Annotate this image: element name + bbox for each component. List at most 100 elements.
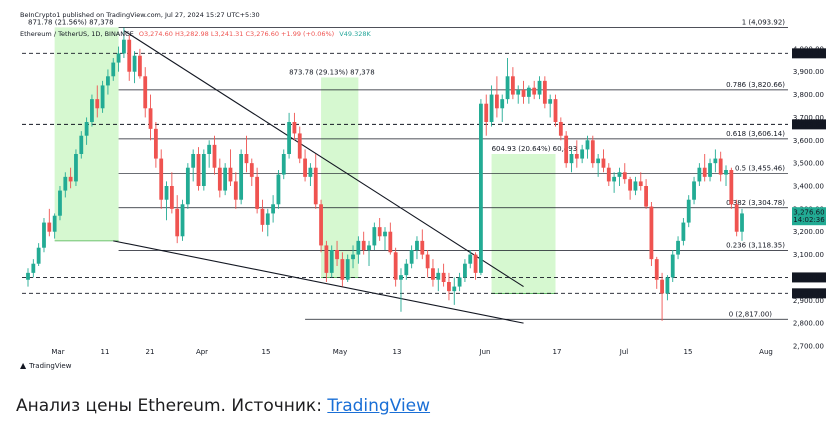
candle-body bbox=[271, 204, 276, 214]
candle-body bbox=[79, 135, 84, 154]
candle-body bbox=[542, 80, 547, 104]
x-tick-label: May bbox=[333, 348, 347, 356]
zone-label: 873.78 (29.13%) 87,378 bbox=[289, 68, 375, 76]
tradingview-logo-text: TradingView bbox=[29, 361, 72, 370]
candle-body bbox=[196, 154, 201, 186]
caption-link[interactable]: TradingView bbox=[327, 396, 431, 416]
y-tick-label: 3,600.00 bbox=[793, 137, 824, 145]
current-price-tag bbox=[792, 207, 826, 226]
candle-body bbox=[175, 208, 180, 237]
candle-body bbox=[564, 135, 569, 164]
candle-body bbox=[31, 263, 36, 273]
candle-body bbox=[340, 259, 345, 280]
candle-body bbox=[724, 170, 728, 175]
candle-body bbox=[526, 87, 531, 97]
candle-body bbox=[276, 174, 281, 205]
y-tick-label: 3,900.00 bbox=[793, 68, 824, 76]
candle-body bbox=[612, 176, 617, 182]
candle-body bbox=[367, 245, 371, 250]
candle-body bbox=[265, 213, 270, 225]
candle-body bbox=[708, 163, 712, 177]
candle-body bbox=[223, 167, 228, 191]
x-tick-label: 15 bbox=[262, 348, 271, 356]
fib-level-label: 0.618 (3,606.14) bbox=[726, 130, 785, 138]
candle-body bbox=[393, 252, 398, 280]
published-line: BeInCrypto1 published on TradingView.com… bbox=[20, 11, 260, 19]
candle-body bbox=[420, 240, 425, 255]
candle-body bbox=[447, 282, 451, 292]
candle-body bbox=[137, 55, 142, 77]
candle-body bbox=[580, 149, 585, 159]
candle-body bbox=[617, 172, 622, 177]
candle-body bbox=[84, 122, 89, 136]
tradingview-logo-icon: ▲ bbox=[20, 361, 27, 370]
candle-body bbox=[585, 140, 590, 150]
candle-body bbox=[201, 154, 206, 186]
tradingview-logo[interactable]: ▲ TradingView bbox=[20, 361, 71, 370]
candle-body bbox=[505, 76, 510, 100]
symbol-line: Ethereum / TetherUS, 1D, BINANCE O3,274.… bbox=[20, 30, 371, 38]
candle-body bbox=[644, 186, 648, 207]
candle-body bbox=[324, 245, 329, 273]
candle-body bbox=[372, 227, 377, 246]
x-tick-label: Jul bbox=[619, 348, 629, 356]
candle-body bbox=[574, 154, 579, 159]
candle-body bbox=[463, 263, 467, 278]
candle-body bbox=[740, 213, 744, 232]
candle-body bbox=[47, 222, 52, 232]
fib-level-label: 1 (4,093.92) bbox=[742, 18, 786, 26]
candle-body bbox=[532, 87, 537, 95]
candle-body bbox=[185, 167, 190, 205]
candle-body bbox=[111, 62, 116, 77]
caption: Анализ цены Ethereum. Источник: TradingV… bbox=[16, 396, 430, 416]
candle-body bbox=[415, 240, 419, 250]
candle-body bbox=[52, 215, 57, 232]
fib-level-label: 0 (2,817.00) bbox=[729, 310, 773, 318]
candle-body bbox=[473, 254, 478, 273]
candle-body bbox=[596, 158, 601, 164]
level-price-tag bbox=[792, 288, 826, 299]
y-tick-label: 3,700.00 bbox=[793, 114, 824, 122]
candle-body bbox=[676, 240, 680, 255]
candle-body bbox=[713, 158, 718, 164]
candle-body bbox=[510, 76, 515, 95]
candle-body bbox=[606, 167, 611, 182]
chart-area: 871.78 (21.56%) 87,378 873.78 (29.13%) 87… bbox=[20, 11, 826, 370]
candle-body bbox=[686, 199, 691, 223]
candle-body bbox=[63, 176, 68, 191]
candle-body bbox=[516, 90, 521, 95]
candle-body bbox=[468, 254, 473, 264]
candle-body bbox=[239, 154, 244, 200]
candle-body bbox=[42, 222, 46, 248]
fib-level-label: 0.786 (3,820.66) bbox=[726, 81, 785, 89]
zone-label: 871.78 (21.56%) 87,378 bbox=[28, 18, 114, 26]
candle-body bbox=[441, 272, 446, 282]
y-tick-label: 3,400.00 bbox=[793, 183, 824, 191]
candle-body bbox=[452, 286, 457, 292]
current-price-countdown: 14:02:36 bbox=[793, 216, 825, 224]
candle-body bbox=[500, 99, 505, 109]
candle-body bbox=[431, 268, 435, 280]
level-price-tag-text: 3,000.00 bbox=[793, 274, 824, 282]
zone-label: 604.93 (20.64%) 60,493 bbox=[492, 145, 578, 153]
candle-body bbox=[729, 170, 734, 205]
candle-body bbox=[308, 167, 313, 177]
candle-body bbox=[409, 250, 414, 264]
candle-body bbox=[548, 99, 553, 104]
x-tick-label: 17 bbox=[553, 348, 562, 356]
level-price-tag bbox=[792, 48, 826, 59]
candle-body bbox=[660, 279, 664, 294]
y-tick-label: 3,100.00 bbox=[793, 251, 824, 259]
x-tick-label: Apr bbox=[196, 348, 208, 356]
candle-body bbox=[212, 144, 217, 168]
candle-body bbox=[702, 167, 707, 177]
candle-body bbox=[692, 181, 696, 200]
candle-body bbox=[319, 204, 323, 246]
candle-body bbox=[697, 167, 702, 182]
y-tick-label: 2,900.00 bbox=[793, 297, 824, 305]
candle-body bbox=[553, 99, 558, 122]
candle-body bbox=[233, 181, 238, 200]
candle-body bbox=[633, 181, 638, 191]
candle-body bbox=[558, 122, 563, 136]
level-price-tag-text: 3,980.40 bbox=[793, 50, 824, 58]
